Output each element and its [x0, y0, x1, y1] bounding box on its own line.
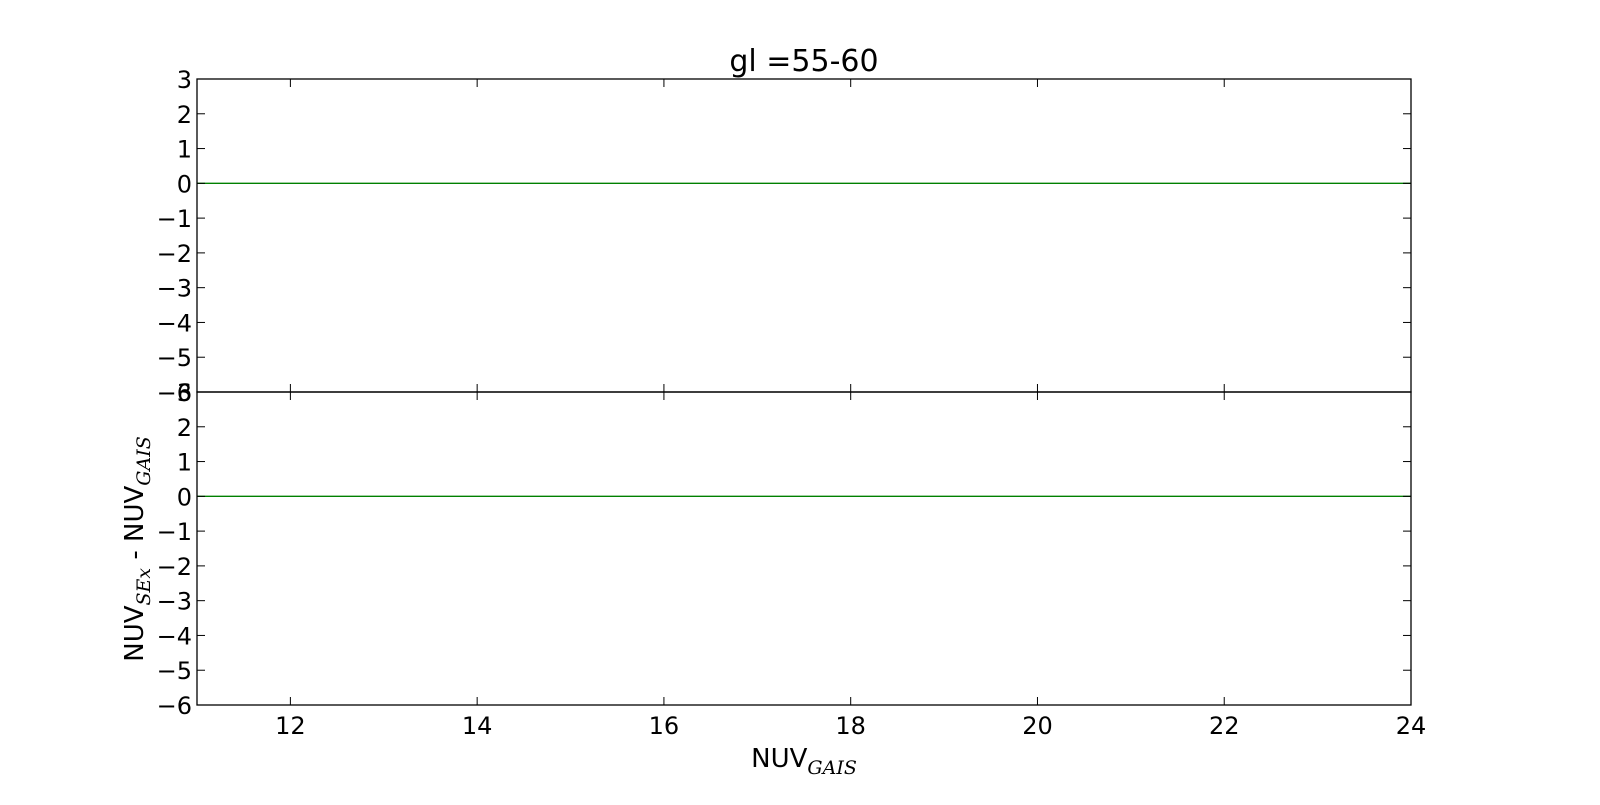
x-axis-label-subscript: GAIS [807, 757, 856, 779]
panel-top: 3 2 1 0 −1 −2 −3 −4 −5 −6 [157, 66, 1412, 407]
y-tick-label-top--6: −6 [157, 379, 192, 407]
y-tick-label-top-0: 0 [177, 170, 192, 198]
y-axis-label-middle: - NUV [120, 485, 150, 567]
y-tick-label-bottom--3: −3 [157, 588, 192, 616]
y-tick-label-bottom-3: 3 [177, 379, 192, 407]
y-tick-label-top--4: −4 [157, 309, 192, 337]
x-axis-label-main: NUV [751, 744, 807, 774]
x-tick-label-16: 16 [649, 712, 680, 740]
y-axis-label-subscript-1: SEx [133, 568, 155, 606]
y-axis-label: NUVSEx - NUVGAIS [120, 436, 155, 661]
y-tick-label-bottom--2: −2 [157, 553, 192, 581]
y-tick-label-top--5: −5 [157, 344, 192, 372]
y-tick-label-bottom--1: −1 [157, 518, 192, 546]
x-tick-label-22: 22 [1209, 712, 1240, 740]
y-tick-label-bottom--4: −4 [157, 622, 192, 650]
x-tick-label-24: 24 [1396, 712, 1427, 740]
y-tick-label-top--3: −3 [157, 275, 192, 303]
y-tick-label-top-1: 1 [177, 136, 192, 164]
x-tick-label-12: 12 [275, 712, 306, 740]
x-tick-label-18: 18 [835, 712, 866, 740]
y-tick-label-bottom-1: 1 [177, 449, 192, 477]
x-tick-label-20: 20 [1022, 712, 1053, 740]
y-axis-label-subscript-2: GAIS [133, 436, 155, 485]
y-tick-label-bottom--6: −6 [157, 692, 192, 720]
y-tick-label-top-3: 3 [177, 66, 192, 94]
x-axis-label: NUVGAIS [751, 744, 857, 779]
chart-title: gl =55-60 [729, 44, 878, 79]
y-tick-label-top-2: 2 [177, 101, 192, 129]
y-tick-label-bottom-0: 0 [177, 483, 192, 511]
panel-bottom: 12 14 16 18 20 22 24 3 2 1 0 −1 −2 −3 −4 −5 −6 [157, 379, 1427, 740]
y-axis-label-main: NUV [120, 605, 150, 661]
axes-frame-bottom [196, 391, 1412, 706]
y-tick-label-top--1: −1 [157, 205, 192, 233]
x-tick-label-14: 14 [462, 712, 493, 740]
y-tick-label-bottom-2: 2 [177, 414, 192, 442]
y-tick-label-top--2: −2 [157, 240, 192, 268]
axes-frame-top [196, 78, 1412, 393]
y-tick-label-bottom--5: −5 [157, 657, 192, 685]
